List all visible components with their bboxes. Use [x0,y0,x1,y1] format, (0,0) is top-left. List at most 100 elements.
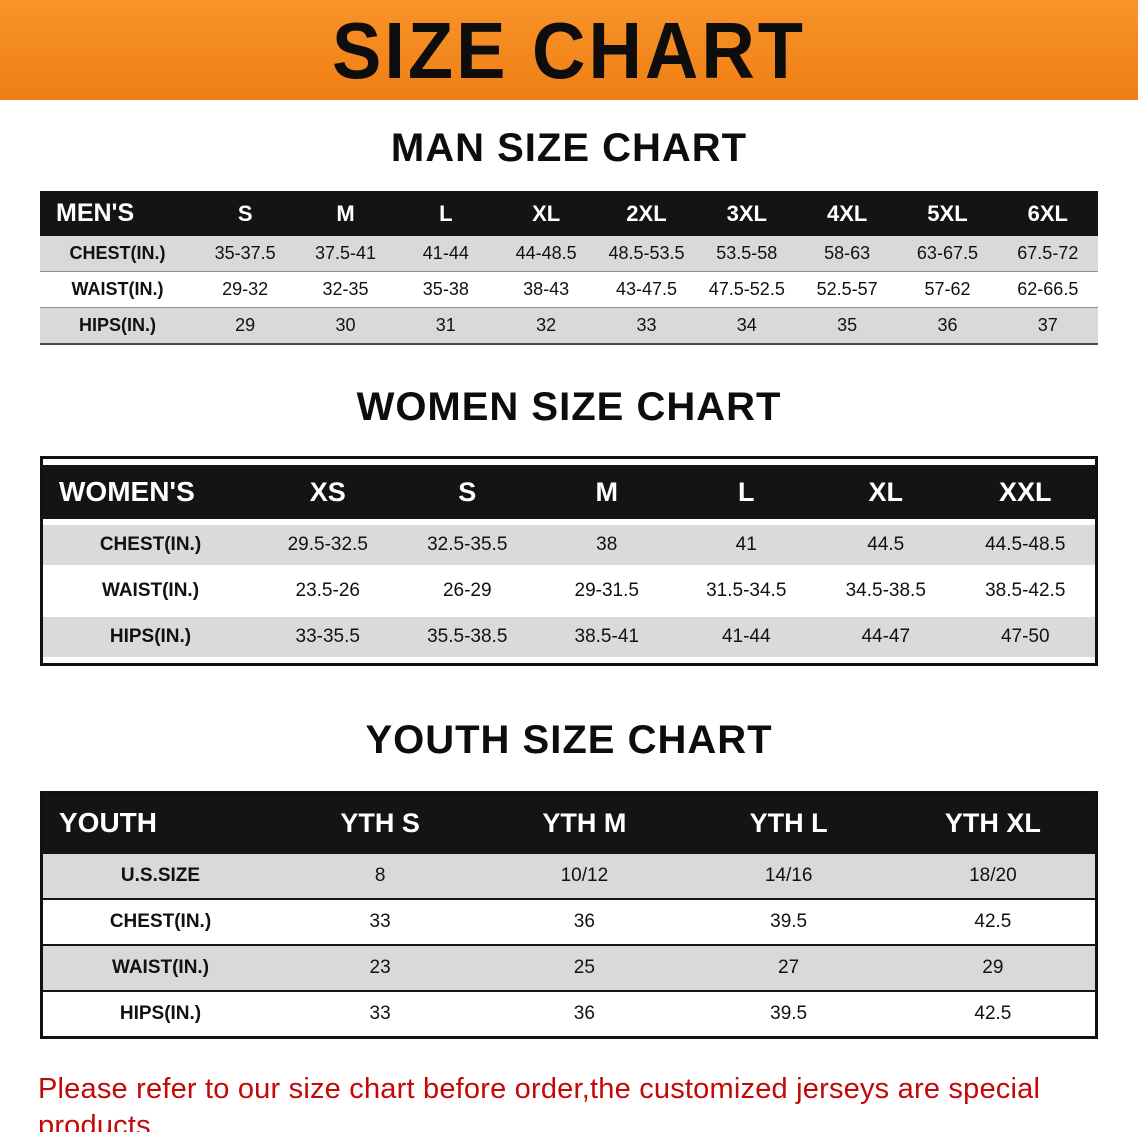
women-size-header: S [397,465,537,519]
men-size-header: XL [495,191,597,236]
youth-value-cell: 8 [374,865,386,886]
youth-row-label: CHEST(IN.) [109,911,212,932]
banner: SIZE CHART [0,0,1138,100]
men-heading: MAN SIZE CHART [390,126,748,170]
men-value-cell: 35-37.5 [214,243,276,263]
women-value-cell: 38.5-41 [574,626,639,647]
women-value-cell: 29.5-32.5 [287,534,368,555]
men-size-table: MEN'S S M L XL 2XL 3XL 4XL 5XL 6XL CHEST(IN.) 35-37… [40,191,1098,345]
men-value-cell: 34 [736,315,757,335]
youth-size-table: YOUTH YTH S YTH M YTH L YTH XL U.S.SIZE 8 10/12… [43,794,1095,1036]
men-value-cell: 35-38 [422,279,469,299]
youth-section: YOUTH SIZE CHART YOUTH YTH S YTH M YTH L YTH… [0,666,1138,1039]
men-value-cell: 43-47.5 [615,279,677,299]
women-value-cell: 23.5-26 [295,580,360,601]
men-table-title: MEN'S [40,191,195,236]
women-value-cell: 33-35.5 [295,626,360,647]
women-value-cell: 26-29 [442,580,492,601]
youth-value-cell: 42.5 [974,1003,1012,1024]
men-value-cell: 63-67.5 [916,243,978,263]
women-value-cell: 38 [596,534,618,555]
men-table-row: HIPS(IN.) 29 30 31 32 33 34 35 36 37 [40,307,1098,344]
women-value-cell: 35.5-38.5 [427,626,508,647]
men-size-header: L [395,191,496,236]
women-table-frame: WOMEN'S XS S M L XL XXL CHEST(IN.) 29.5-32.5 32.5… [40,456,1098,666]
men-value-cell: 31 [435,315,456,335]
women-size-header: XL [816,465,956,519]
youth-row-label: WAIST(IN.) [111,957,210,978]
youth-value-cell: 33 [369,1003,391,1024]
youth-table-title: YOUTH [43,794,278,853]
women-value-cell: 44.5 [867,534,905,555]
youth-row-label: HIPS(IN.) [119,1003,202,1024]
banner-title: SIZE CHART [332,5,806,95]
youth-size-header: YTH S [278,794,483,853]
men-header-row: MEN'S S M L XL 2XL 3XL 4XL 5XL 6XL [40,191,1098,236]
men-value-cell: 29 [235,315,256,335]
men-value-cell: 62-66.5 [1017,279,1079,299]
youth-table-row: HIPS(IN.) 33 36 39.5 42.5 [43,991,1095,1036]
men-value-cell: 57-62 [924,279,971,299]
women-value-cell: 31.5-34.5 [706,580,787,601]
women-table-row: WAIST(IN.) 23.5-26 26-29 29-31.5 31.5-34.5 34… [43,571,1095,611]
men-value-cell: 29-32 [222,279,269,299]
men-value-cell: 32-35 [322,279,369,299]
youth-value-cell: 25 [573,957,595,978]
women-row-label: HIPS(IN.) [109,626,192,647]
men-size-header: S [195,191,296,236]
men-table-row: WAIST(IN.) 29-32 32-35 35-38 38-43 43-47.5 47.… [40,272,1098,308]
men-size-header: 4XL [796,191,898,236]
men-row-label: WAIST(IN.) [71,279,164,299]
youth-value-cell: 36 [573,1003,595,1024]
men-value-cell: 47.5-52.5 [708,279,785,299]
men-value-cell: 32 [536,315,557,335]
men-value-cell: 37.5-41 [314,243,377,263]
youth-value-cell: 18/20 [969,865,1017,886]
men-value-cell: 67.5-72 [1017,243,1079,263]
youth-value-cell: 27 [778,957,800,978]
youth-table-row: CHEST(IN.) 33 36 39.5 42.5 [43,899,1095,945]
youth-row-label: U.S.SIZE [120,865,201,886]
men-section: MAN SIZE CHART MEN'S S M L XL 2XL 3XL 4XL 5XL 6XL… [0,100,1138,345]
youth-size-header: YTH L [686,794,891,853]
youth-header-row: YOUTH YTH S YTH M YTH L YTH XL [43,794,1095,853]
youth-value-cell: 42.5 [974,911,1012,932]
women-size-header: L [676,465,816,519]
youth-table-row: U.S.SIZE 8 10/12 14/16 18/20 [43,853,1095,899]
men-value-cell: 36 [937,315,958,335]
youth-value-cell: 39.5 [770,911,808,932]
men-value-cell: 44-48.5 [515,243,577,263]
women-value-cell: 34.5-38.5 [845,580,926,601]
women-header-row: WOMEN'S XS S M L XL XXL [43,465,1095,519]
men-value-cell: 41-44 [422,243,469,263]
women-table-title: WOMEN'S [43,465,258,519]
women-value-cell: 41-44 [721,626,771,647]
men-value-cell: 58-63 [824,243,871,263]
youth-size-header: YTH XL [890,794,1095,853]
men-value-cell: 35 [837,315,858,335]
youth-value-cell: 29 [982,957,1004,978]
men-value-cell: 38-43 [523,279,570,299]
disclaimer: Please refer to our size chart before or… [38,1071,1100,1132]
men-size-header: 5XL [897,191,998,236]
men-size-header: M [295,191,396,236]
men-row-label: CHEST(IN.) [69,243,166,263]
men-table-row: CHEST(IN.) 35-37.5 37.5-41 41-44 44-48.5 48.5… [40,236,1098,272]
youth-value-cell: 23 [369,957,391,978]
youth-value-cell: 39.5 [770,1003,808,1024]
women-value-cell: 47-50 [1000,626,1050,647]
youth-heading: YOUTH SIZE CHART [365,718,773,762]
women-size-header: XS [258,465,398,519]
youth-value-cell: 36 [573,911,595,932]
women-value-cell: 38.5-42.5 [985,580,1066,601]
women-table-row: HIPS(IN.) 33-35.5 35.5-38.5 38.5-41 41-44 44-… [43,617,1095,657]
women-size-header: XXL [955,465,1095,519]
youth-table-row: WAIST(IN.) 23 25 27 29 [43,945,1095,991]
women-size-header: M [537,465,677,519]
women-heading: WOMEN SIZE CHART [356,385,782,429]
women-value-cell: 41 [735,534,757,555]
men-value-cell: 53.5-58 [716,243,778,263]
men-size-header: 6XL [997,191,1098,236]
men-value-cell: 33 [636,315,657,335]
women-row-label: WAIST(IN.) [101,580,200,601]
